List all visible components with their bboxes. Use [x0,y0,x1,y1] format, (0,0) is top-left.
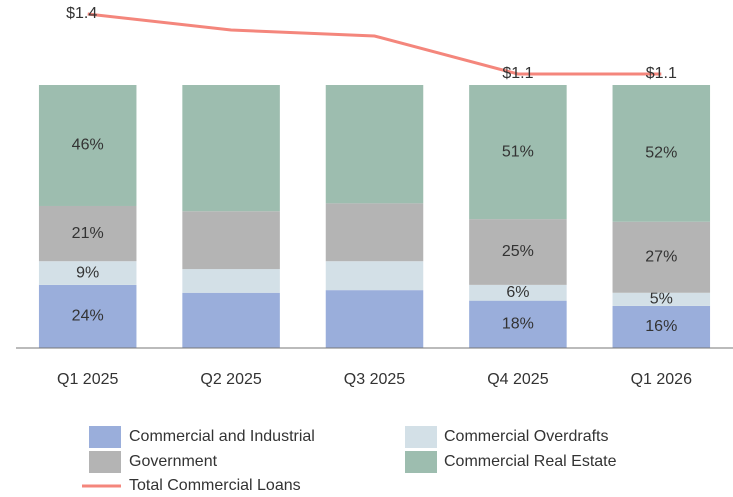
x-tick-label: Q1 2026 [631,371,692,388]
legend-swatch [89,426,121,448]
bar-segment [325,261,424,291]
data-label: 21% [72,225,104,242]
data-label: 46% [72,137,104,154]
legend-label: Total Commercial Loans [129,477,301,494]
bar-segment [325,290,424,348]
line-label: $1.4 [66,5,97,22]
legend-swatch [405,426,437,448]
bar-segment [325,85,424,204]
x-tick-label: Q3 2025 [344,371,405,388]
data-label: 5% [650,291,673,308]
line-label: $1.1 [646,65,677,82]
bar-segment [38,205,137,262]
data-label: 9% [76,264,99,281]
data-label: 51% [502,143,534,160]
bar-segment [182,211,280,270]
bar-segment [469,85,567,220]
line-label: $1.1 [502,65,533,82]
data-label: 18% [502,316,534,333]
bar-segment [612,305,711,348]
legend-swatch [89,451,121,473]
bar-segment [182,269,280,293]
legend-label: Commercial Overdrafts [444,428,608,445]
x-tick-label: Q1 2025 [57,371,118,388]
bar-segment [38,261,137,285]
bar-segment [469,284,567,301]
legend-label: Commercial and Industrial [129,428,315,445]
bar-segment [469,300,567,348]
bar-segment [182,85,280,212]
bar-segment [612,221,711,293]
bar-segment [182,292,280,348]
legend-label: Government [129,453,218,470]
bar-segment [38,85,137,206]
bar-segment [612,85,711,222]
x-tick-label: Q2 2025 [200,371,261,388]
data-label: 52% [645,145,677,162]
bar-segment [38,284,137,348]
data-label: 16% [645,318,677,335]
bar-segment [325,203,424,262]
data-label: 6% [506,284,529,301]
x-tick-label: Q4 2025 [487,371,548,388]
line [87,12,662,76]
data-label: 24% [72,308,104,325]
legend-swatch [405,451,437,473]
legend-label: Commercial Real Estate [444,453,617,470]
data-label: 25% [502,243,534,260]
bar-segment [469,219,567,285]
bar-segment [612,292,711,306]
data-label: 27% [645,248,677,265]
